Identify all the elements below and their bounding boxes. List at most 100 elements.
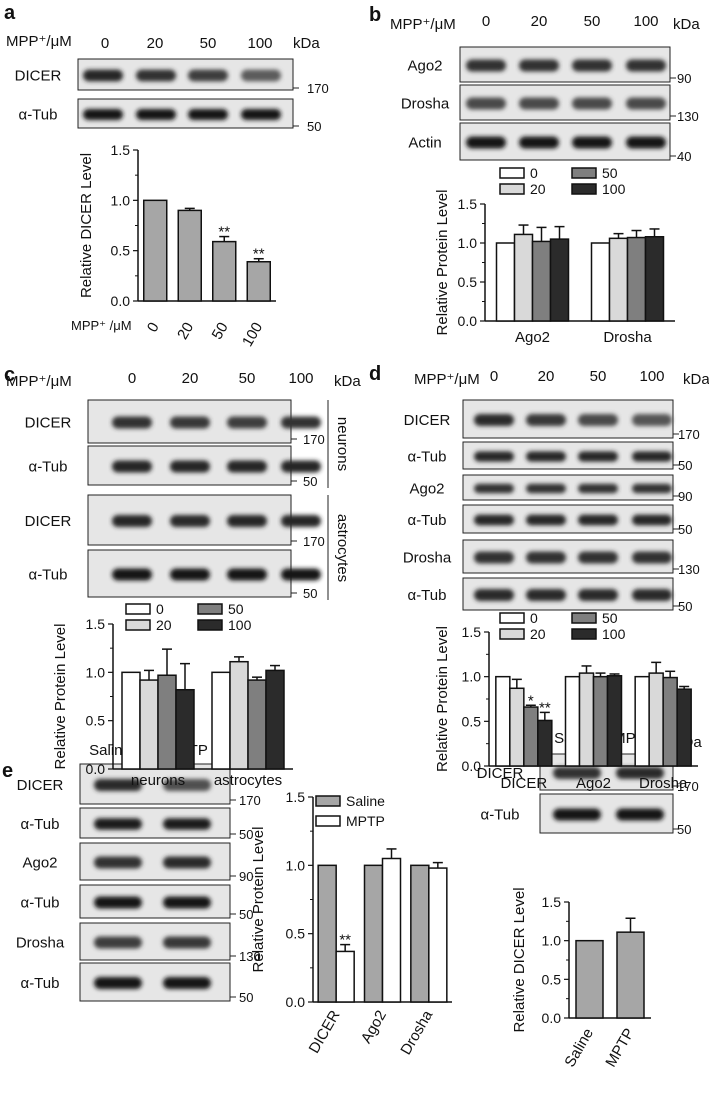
legend-label: 20 [156, 617, 172, 633]
dose-label: 20 [147, 35, 164, 52]
kda-label-c: kDa [334, 373, 361, 390]
mw-marker: 50 [239, 990, 253, 1005]
legend-swatch [499, 167, 525, 179]
cell-type-label: neurons [334, 417, 351, 471]
bar [592, 675, 609, 767]
panel-label-e: e [2, 760, 13, 782]
protein-band [616, 808, 664, 821]
dose-label: 50 [590, 368, 607, 385]
group-label: Saline [89, 742, 131, 759]
legend-swatch [571, 183, 597, 195]
bar [157, 674, 177, 770]
dose-label: 100 [288, 370, 313, 387]
protein-band [632, 551, 672, 564]
protein-band [281, 460, 321, 473]
bar [363, 864, 384, 1003]
protein-band [227, 568, 267, 581]
legend-label: 50 [228, 601, 244, 617]
protein-band [112, 416, 152, 429]
treatment-label-b: MPP⁺/μM [390, 16, 456, 33]
significance-mark: ** [253, 246, 265, 263]
significance-mark: ** [218, 224, 230, 241]
bar [662, 676, 678, 767]
protein-band [466, 59, 506, 72]
bar [549, 238, 570, 322]
protein-band [466, 136, 506, 149]
mw-marker: 170 [239, 793, 261, 808]
legend-swatch [125, 619, 151, 631]
protein-band [466, 97, 506, 110]
bar [247, 679, 267, 770]
protein-band [632, 483, 672, 494]
protein-band [526, 589, 566, 601]
legend-label: 0 [156, 601, 164, 617]
legend-swatch [499, 183, 525, 195]
protein-band [572, 59, 612, 72]
y-tick-label: 1.5 [542, 894, 562, 910]
legend-swatch [315, 815, 341, 827]
bar [335, 950, 355, 1003]
protein-band [163, 936, 211, 949]
protein-name: α-Tub [408, 449, 447, 466]
protein-band [519, 59, 559, 72]
protein-band [227, 460, 267, 473]
x-axis-label: MPP⁺ /μM [71, 318, 132, 333]
significance-mark: ** [539, 699, 551, 716]
y-tick-label: 0.5 [111, 243, 131, 259]
legend-swatch [571, 167, 597, 179]
significance-mark: * [528, 692, 534, 709]
protein-band [553, 808, 601, 821]
y-tick-label: 1.0 [286, 857, 306, 873]
y-tick-label: 0.5 [462, 713, 482, 729]
legend-label: 100 [228, 617, 252, 633]
bar [495, 675, 511, 767]
protein-band [526, 551, 566, 564]
protein-name: Ago2 [22, 855, 57, 872]
y-tick-label: 0.0 [462, 758, 482, 774]
protein-band [94, 818, 142, 830]
dose-label: 50 [584, 13, 601, 30]
mw-marker: 170 [677, 779, 699, 794]
protein-band [578, 483, 618, 494]
protein-band [474, 551, 514, 564]
mw-marker: 50 [303, 474, 317, 489]
legend-label: 20 [530, 181, 546, 197]
dose-label: 20 [182, 370, 199, 387]
mw-marker: 50 [677, 822, 691, 837]
mw-marker: 170 [303, 432, 325, 447]
protein-band [241, 69, 281, 82]
protein-band [578, 514, 618, 526]
bar [410, 864, 430, 1003]
bar [606, 675, 623, 767]
protein-name: Drosha [403, 550, 452, 567]
treatment-label-a: MPP⁺/μM [6, 33, 72, 50]
protein-band [94, 856, 142, 869]
bar [608, 237, 629, 322]
y-axis-label: Relative Protein Level [52, 624, 69, 770]
protein-band [526, 451, 566, 462]
protein-band [616, 767, 664, 779]
x-tick-label: Saline [561, 1026, 597, 1071]
y-tick-label: 0.0 [111, 293, 131, 309]
legend-swatch [197, 619, 223, 631]
protein-band [626, 97, 666, 110]
mw-marker: 90 [239, 869, 253, 884]
panel-label-b: b [369, 4, 381, 26]
y-tick-label: 1.0 [458, 235, 478, 251]
mw-marker: 90 [678, 489, 692, 504]
protein-band [281, 416, 321, 429]
legend-label: 20 [530, 626, 546, 642]
protein-band [241, 108, 281, 121]
protein-band [112, 568, 152, 581]
kda-label-d: kDa [683, 371, 709, 388]
protein-band [83, 69, 123, 82]
protein-band [578, 451, 618, 462]
protein-name: Ago2 [409, 481, 444, 498]
dose-label: 100 [633, 13, 658, 30]
x-tick-label: 20 [174, 320, 197, 343]
legend-label: 100 [602, 181, 626, 197]
bar [175, 688, 195, 770]
dose-label: 0 [128, 370, 136, 387]
mw-marker: 50 [307, 119, 321, 134]
